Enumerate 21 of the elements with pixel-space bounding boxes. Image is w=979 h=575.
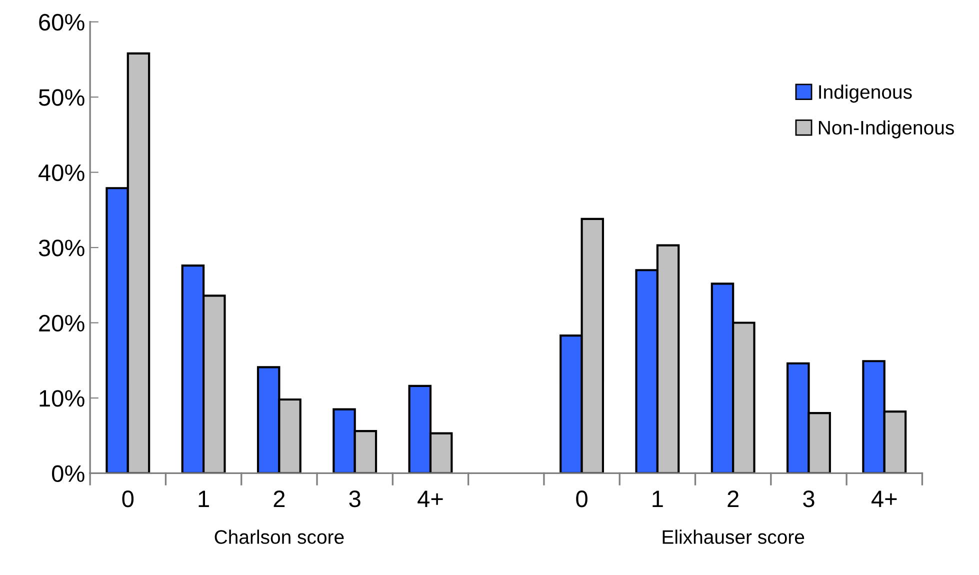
x-tick-label: 4+ (871, 490, 897, 507)
x-tick-label: 1 (652, 490, 663, 507)
legend-label: Indigenous (819, 84, 912, 103)
y-tick-label: 0% (52, 465, 84, 482)
x-tick-label: 0 (122, 490, 134, 508)
y-tick-label: 30% (38, 240, 84, 256)
y-tick-label: 20% (39, 314, 84, 332)
x-tick-label: 2 (274, 490, 285, 507)
x-tick-label: 3 (349, 490, 360, 508)
y-tick-label: 10% (40, 390, 84, 407)
x-tick-label: 0 (576, 490, 588, 508)
legend-label: Non-Indigenous (818, 120, 954, 138)
x-tick-label: 2 (728, 490, 738, 507)
x-tick-label: 3 (803, 490, 814, 508)
y-tick-label: 40% (38, 164, 84, 182)
x-tick-label: 1 (198, 490, 209, 507)
text: Charlson score (214, 530, 344, 544)
x-tick-label: 4+ (418, 490, 443, 507)
text: Elixhauser score (662, 530, 804, 544)
y-tick-label: 50% (38, 89, 84, 106)
y-tick-label: 60% (39, 14, 84, 31)
